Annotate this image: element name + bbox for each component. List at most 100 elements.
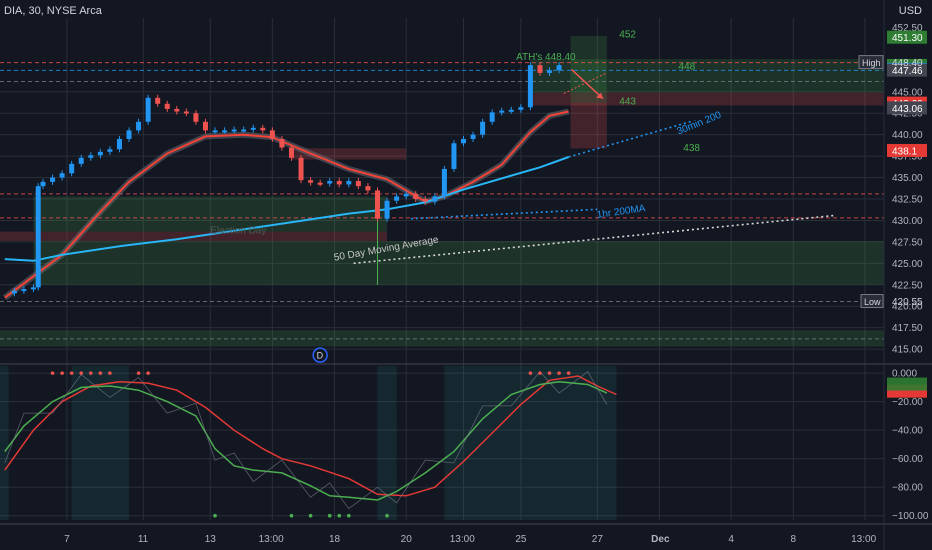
price-badge — [887, 30, 927, 44]
ma-30min-line — [4, 110, 569, 299]
osc-red-line — [4, 375, 617, 497]
candle-body — [136, 121, 142, 131]
time-tick-label: 13:00 — [259, 534, 284, 545]
dividend-marker-label: D — [317, 351, 324, 361]
price-tick-label: 425.00 — [892, 259, 923, 270]
osc-signal-dot — [528, 371, 533, 375]
osc-zone — [71, 366, 130, 520]
candle-body — [78, 157, 84, 164]
candle-body — [116, 138, 122, 150]
time-tick-label: 8 — [790, 534, 796, 545]
time-tick-label: 13:00 — [851, 534, 876, 545]
osc-zone — [377, 366, 397, 520]
osc-zone — [444, 366, 569, 520]
osc-signal-dot — [79, 371, 84, 375]
osc-tick-label: −100.00 — [892, 511, 929, 522]
osc-signal-dot — [60, 371, 64, 375]
candle-body — [193, 113, 199, 122]
price-tick-label: 437.50 — [892, 152, 923, 163]
time-tick-label: 27 — [592, 534, 604, 545]
price-tick-label: 417.50 — [892, 323, 923, 334]
osc-tick-label: −20.00 — [892, 397, 923, 408]
osc-signal-dot — [146, 371, 150, 375]
candle-body — [231, 129, 237, 132]
price-tick-label: 432.50 — [892, 195, 923, 206]
osc-zone — [0, 366, 9, 520]
candle-body — [174, 108, 180, 112]
candle-body — [183, 111, 189, 114]
candle-body — [97, 151, 103, 156]
candle-body — [441, 168, 447, 197]
candle-body — [394, 196, 400, 201]
candle-body — [59, 173, 65, 178]
candle-body — [241, 129, 247, 132]
time-tick-label: 25 — [515, 534, 527, 545]
candle-body — [164, 103, 170, 109]
osc-tick-label: 0.000 — [892, 369, 917, 380]
candle-body — [336, 180, 342, 185]
price-badge — [887, 143, 927, 157]
trend-30min-line — [568, 120, 694, 158]
chart-annotation: 452 — [619, 30, 636, 41]
low-tag — [860, 294, 884, 309]
candle-body — [317, 182, 323, 185]
price-badge-label: 447.46 — [892, 66, 923, 77]
candle-body — [288, 147, 294, 158]
candle-body — [413, 193, 419, 200]
high-tag — [858, 55, 884, 70]
chart-annotation: 438 — [683, 143, 700, 154]
candle-body — [298, 157, 304, 181]
price-badge — [887, 63, 927, 77]
high-value-label: 448.40 — [892, 58, 923, 69]
price-zone — [33, 241, 884, 285]
candle-body — [365, 186, 371, 191]
candle-body — [470, 134, 476, 139]
chart-annotation: 443 — [619, 97, 636, 108]
osc-signal-dot — [557, 371, 561, 375]
candle-body — [250, 127, 256, 130]
candle-body — [489, 112, 495, 122]
price-tick-label: 445.00 — [892, 87, 923, 98]
candle-body — [279, 138, 285, 148]
osc-tick-label: −40.00 — [892, 426, 923, 437]
time-tick-label: 13 — [205, 534, 217, 545]
price-tick-label: 430.00 — [892, 216, 923, 227]
price-tick-label: 422.50 — [892, 280, 923, 291]
osc-signal-dot — [308, 513, 313, 518]
candle-body — [126, 130, 132, 139]
osc-signal-dot — [136, 371, 141, 375]
time-tick-label: 20 — [401, 534, 413, 545]
candle-body — [547, 70, 553, 73]
price-tick-label: 435.00 — [892, 173, 923, 184]
osc-signal-dot — [213, 513, 217, 518]
osc-badge — [887, 377, 927, 391]
osc-signal-dot — [50, 371, 55, 375]
currency-label: USD — [898, 5, 922, 17]
osc-signal-dot — [538, 371, 542, 375]
price-tick-label: 420.00 — [892, 302, 923, 313]
candle-body — [88, 155, 94, 158]
high-tag-label: High — [862, 58, 881, 68]
osc-green-line — [4, 380, 608, 501]
price-tick-label-top: 452.50 — [892, 23, 923, 34]
osc-signal-dot — [289, 513, 294, 518]
candle-body — [40, 181, 46, 187]
osc-signal-dot — [69, 371, 74, 375]
osc-zone — [568, 366, 617, 520]
candle-body — [327, 180, 333, 184]
projection-arrow — [570, 68, 604, 100]
time-tick-label: 18 — [329, 534, 341, 545]
candle-body — [422, 199, 428, 202]
candle-body — [499, 110, 505, 113]
price-zone — [530, 92, 884, 106]
price-badge-label: 443.06 — [892, 104, 923, 115]
candle-body — [107, 149, 113, 152]
osc-tick-label: −60.00 — [892, 454, 923, 465]
projection-arrow-head — [596, 92, 604, 99]
osc-signal-dot — [385, 513, 389, 518]
time-tick-label: 4 — [728, 534, 734, 545]
symbol-title: DIA, 30, NYSE Arca — [4, 5, 102, 17]
osc-signal-dot — [547, 371, 552, 375]
price-zone — [291, 148, 407, 160]
